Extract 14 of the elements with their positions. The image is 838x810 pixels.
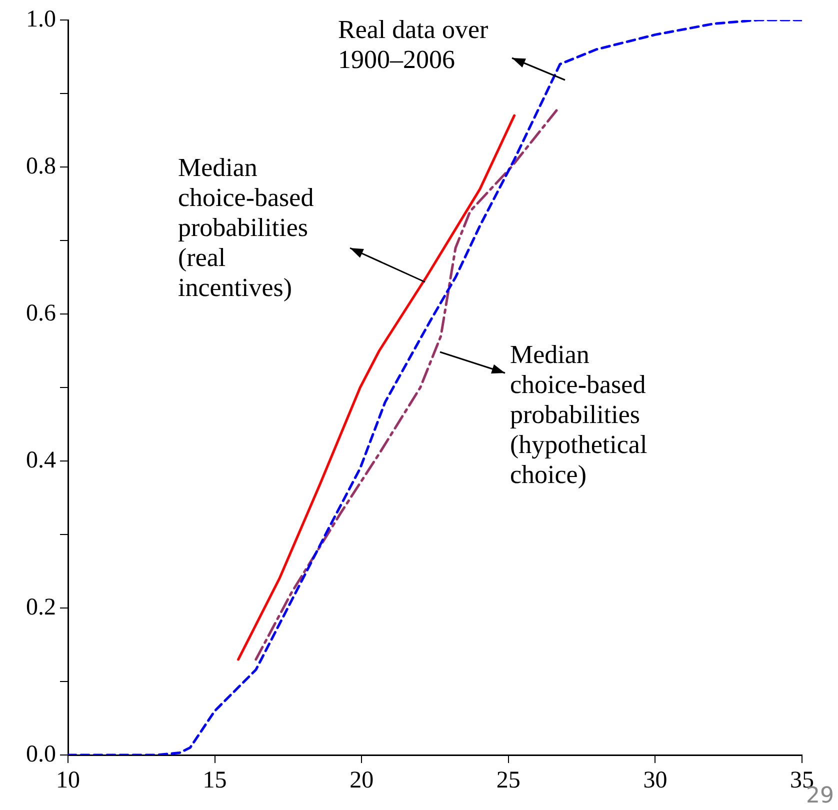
y-tick-label: 0.2 [26, 594, 56, 620]
y-tick-label: 0.0 [26, 741, 56, 768]
annotation: Real data over 1900–2006 [338, 14, 488, 74]
x-tick-label: 25 [496, 768, 520, 794]
x-tick-label: 20 [350, 768, 374, 794]
y-tick-label: 0.8 [26, 153, 56, 180]
x-tick-label: 30 [643, 768, 668, 794]
y-tick-label: 0.4 [26, 447, 56, 474]
x-tick-label: 10 [56, 768, 80, 794]
y-tick-label: 0.6 [26, 300, 56, 326]
annotation: Median choice-based probabilities (hypothetical choice) [510, 340, 648, 489]
y-tick-label: 1.0 [26, 6, 56, 32]
annotation: Median choice-based probabilities (real incentives) [178, 152, 314, 302]
x-tick-label: 15 [202, 768, 227, 794]
